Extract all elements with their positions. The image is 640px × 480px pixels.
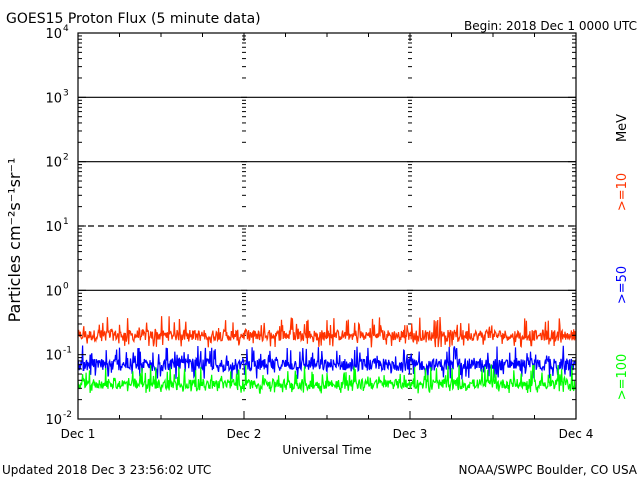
y-tick-label: 10 bbox=[45, 156, 62, 171]
x-tick-label: Dec 3 bbox=[393, 427, 428, 441]
y-axis-label: Particles cm⁻²s⁻¹sr⁻¹ bbox=[5, 158, 24, 323]
y-tick-label: 10 bbox=[45, 91, 62, 106]
series-line bbox=[77, 316, 577, 348]
energy-unit-label: MeV bbox=[615, 114, 630, 142]
legend-series-label: >=10 bbox=[615, 173, 630, 211]
begin-time: Begin: 2018 Dec 1 0000 UTC bbox=[464, 19, 637, 33]
series-line bbox=[77, 345, 577, 380]
y-tick-exponent: 3 bbox=[63, 88, 69, 98]
x-axis-ticks: Dec 1 Dec 2 Dec 3 Dec 4 bbox=[61, 33, 594, 441]
chart-title: GOES15 Proton Flux (5 minute data) bbox=[6, 11, 261, 27]
legend-series-label: >=50 bbox=[615, 266, 630, 304]
y-tick-exponent: 1 bbox=[63, 217, 69, 227]
x-tick-label: Dec 2 bbox=[227, 427, 262, 441]
y-tick-exponent: 2 bbox=[63, 153, 69, 163]
y-tick-exponent: 4 bbox=[63, 24, 69, 34]
legend-series-label: >=100 bbox=[615, 354, 630, 401]
y-tick-label: 10 bbox=[45, 220, 62, 235]
y-tick-label: 10 bbox=[45, 349, 62, 364]
x-tick-label: Dec 1 bbox=[61, 427, 96, 441]
y-tick-label: 10 bbox=[45, 284, 62, 299]
y-tick-label: 10 bbox=[45, 27, 62, 42]
y-tick-exponent: -1 bbox=[63, 346, 72, 356]
y-tick-label: 10 bbox=[45, 413, 62, 428]
updated-timestamp: Updated 2018 Dec 3 23:56:02 UTC bbox=[2, 463, 211, 477]
legend: MeV >=10 >=50 >=100 bbox=[615, 114, 630, 400]
series-lines bbox=[77, 316, 577, 394]
y-tick-exponent: -2 bbox=[63, 410, 72, 420]
x-tick-label: Dec 4 bbox=[559, 427, 594, 441]
y-tick-exponent: 0 bbox=[63, 281, 69, 291]
x-axis-label: Universal Time bbox=[282, 443, 371, 457]
plot-grid bbox=[78, 32, 576, 420]
credit-text: NOAA/SWPC Boulder, CO USA bbox=[459, 463, 638, 477]
series-line bbox=[77, 364, 577, 394]
